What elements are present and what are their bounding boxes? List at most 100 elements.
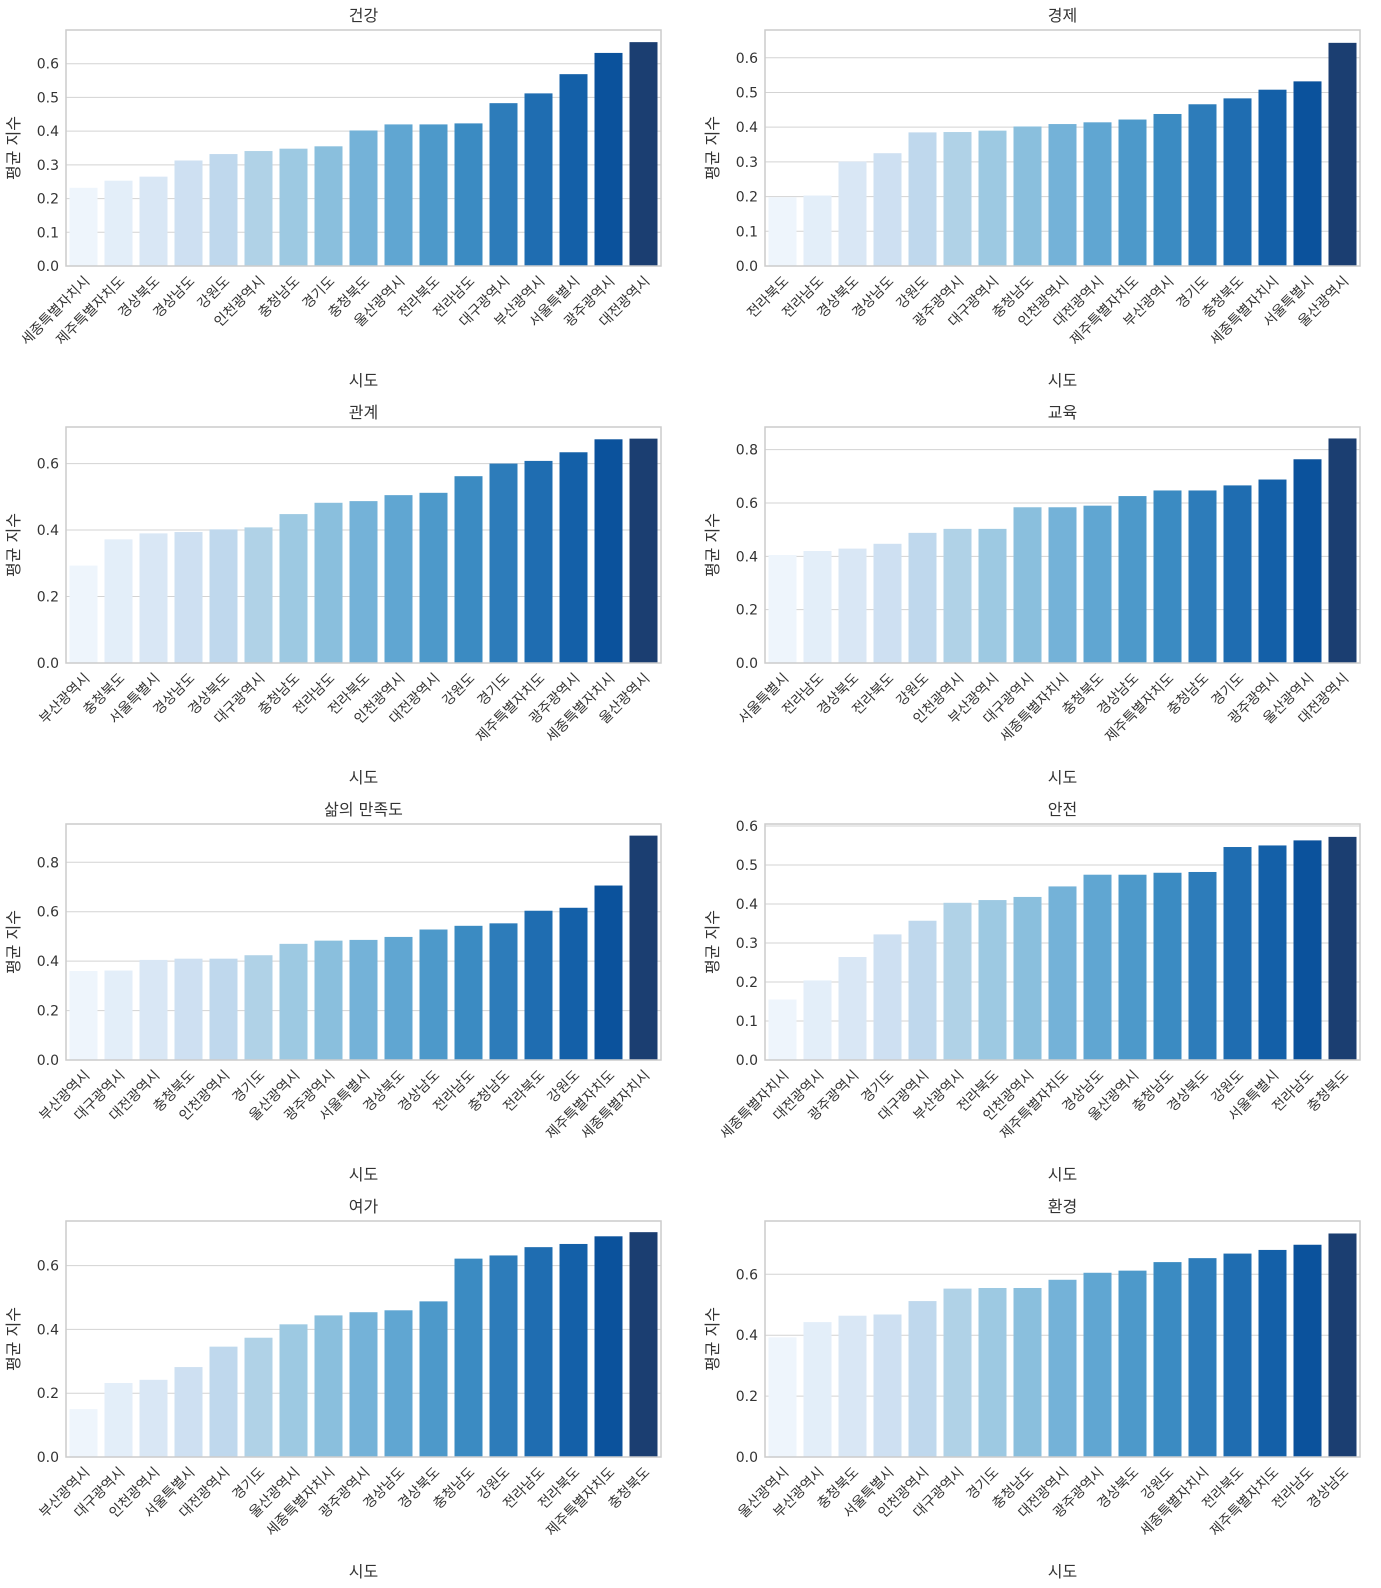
bar-광주광역시 bbox=[559, 452, 588, 663]
bar-광주광역시 bbox=[943, 132, 972, 266]
y-axis-label: 평균 지수 bbox=[703, 1307, 722, 1371]
plot-frame bbox=[65, 1220, 662, 1458]
bar-세종특별자치시 bbox=[629, 835, 658, 1060]
chart-panel-4: 0.00.20.40.60.8부산광역시대구광역시대전광역시충청북도인천광역시경… bbox=[4, 800, 662, 1184]
y-tick-label: 0.0 bbox=[736, 656, 758, 672]
y-axis-label: 평균 지수 bbox=[703, 513, 722, 577]
chart-title: 여가 bbox=[349, 1197, 379, 1216]
bar-전라북도 bbox=[1223, 1253, 1252, 1457]
plot-frame bbox=[65, 823, 662, 1061]
bar-충청남도 bbox=[1153, 872, 1182, 1060]
y-tick-label: 0.4 bbox=[736, 549, 758, 565]
bar-경상남도 bbox=[384, 1310, 413, 1457]
bar-전라북도 bbox=[524, 910, 553, 1060]
bar-인천광역시 bbox=[384, 495, 413, 663]
x-tick-label: 강원도 bbox=[440, 670, 479, 709]
y-tick-label: 0.6 bbox=[37, 457, 59, 473]
plot-frame bbox=[764, 1220, 1361, 1458]
bar-충청남도 bbox=[1013, 1287, 1042, 1457]
bar-세종특별자치시 bbox=[314, 1315, 343, 1457]
bar-전라북도 bbox=[419, 124, 448, 267]
bar-대구광역시 bbox=[104, 970, 133, 1060]
plot-frame bbox=[65, 29, 662, 267]
plot-frame bbox=[764, 426, 1361, 664]
y-tick-label: 0.8 bbox=[736, 443, 758, 459]
y-tick-label: 0.1 bbox=[37, 225, 59, 241]
chart-panel-0: 0.00.10.20.30.40.50.6세종특별자치시제주특별자치도경상북도경… bbox=[4, 6, 662, 390]
bar-서울특별시 bbox=[139, 533, 168, 663]
x-axis-label: 시도 bbox=[349, 1165, 378, 1184]
bar-대구광역시 bbox=[908, 920, 937, 1060]
chart-title: 안전 bbox=[1048, 800, 1077, 819]
bar-인천광역시 bbox=[209, 958, 238, 1060]
bar-충청북도 bbox=[1328, 836, 1357, 1060]
bar-전라남도 bbox=[524, 1247, 553, 1457]
chart-panel-5: 0.00.10.20.30.40.50.6세종특별자치시대전광역시광주광역시경기… bbox=[703, 800, 1361, 1184]
bar-부산광역시 bbox=[524, 93, 553, 266]
bar-제주특별자치도 bbox=[594, 885, 623, 1060]
bar-인천광역시 bbox=[943, 528, 972, 663]
bar-대구광역시 bbox=[978, 130, 1007, 266]
chart-title: 교육 bbox=[1048, 403, 1077, 422]
bar-광주광역시 bbox=[1083, 1272, 1112, 1457]
bar-인천광역시 bbox=[1013, 896, 1042, 1060]
bar-제주특별자치도 bbox=[594, 1236, 623, 1457]
bar-경기도 bbox=[489, 463, 518, 663]
y-tick-label: 0.5 bbox=[736, 858, 758, 874]
y-axis-label: 평균 지수 bbox=[4, 1307, 23, 1371]
bar-대구광역시 bbox=[489, 103, 518, 266]
bar-인천광역시 bbox=[244, 151, 273, 266]
y-tick-label: 0.3 bbox=[37, 158, 59, 174]
bar-대구광역시 bbox=[244, 527, 273, 663]
y-tick-label: 0.6 bbox=[736, 819, 758, 835]
y-tick-label: 0.0 bbox=[37, 1450, 59, 1466]
y-tick-label: 0.6 bbox=[37, 905, 59, 921]
bar-경상북도 bbox=[209, 529, 238, 663]
bar-강원도 bbox=[489, 1255, 518, 1457]
bar-경상남도 bbox=[1083, 874, 1112, 1060]
bar-강원도 bbox=[908, 532, 937, 663]
bar-광주광역시 bbox=[1258, 479, 1287, 663]
x-axis-label: 시도 bbox=[1048, 1562, 1077, 1581]
bar-대구광역시 bbox=[104, 1383, 133, 1457]
x-axis-label: 시도 bbox=[349, 1562, 378, 1581]
chart-panel-7: 0.00.20.40.6울산광역시부산광역시충청북도서울특별시인천광역시대구광역… bbox=[703, 1197, 1361, 1581]
bar-부산광역시 bbox=[1153, 113, 1182, 266]
y-tick-label: 0.2 bbox=[37, 1004, 59, 1020]
y-tick-label: 0.4 bbox=[736, 897, 758, 913]
bar-강원도 bbox=[1153, 1262, 1182, 1457]
bar-전라남도 bbox=[803, 551, 832, 663]
bar-대전광역시 bbox=[803, 980, 832, 1060]
y-tick-label: 0.0 bbox=[37, 259, 59, 275]
bar-경상북도 bbox=[838, 548, 867, 663]
y-axis-label: 평균 지수 bbox=[4, 513, 23, 577]
bar-제주특별자치도 bbox=[1258, 1249, 1287, 1457]
chart-panel-3: 0.00.20.40.60.8서울특별시전라남도경상북도전라북도강원도인천광역시… bbox=[703, 403, 1361, 787]
bar-부산광역시 bbox=[69, 1409, 98, 1457]
y-tick-label: 0.1 bbox=[736, 1014, 758, 1030]
bar-대전광역시 bbox=[419, 492, 448, 663]
bar-세종특별자치시 bbox=[1048, 507, 1077, 663]
y-tick-label: 0.2 bbox=[736, 975, 758, 991]
bar-전라북도 bbox=[349, 501, 378, 663]
bar-경기도 bbox=[1188, 104, 1217, 266]
bar-경기도 bbox=[244, 1337, 273, 1457]
bar-부산광역시 bbox=[803, 1322, 832, 1457]
y-axis-label: 평균 지수 bbox=[703, 910, 722, 974]
bar-서울특별시 bbox=[174, 1367, 203, 1457]
y-tick-label: 0.6 bbox=[736, 1267, 758, 1283]
chart-panel-6: 0.00.20.40.6부산광역시대구광역시인천광역시서울특별시대전광역시경기도… bbox=[4, 1197, 662, 1581]
x-axis-label: 시도 bbox=[1048, 371, 1077, 390]
bar-울산광역시 bbox=[279, 943, 308, 1060]
bar-경상북도 bbox=[384, 936, 413, 1060]
bar-경상북도 bbox=[139, 176, 168, 266]
bar-경기도 bbox=[1223, 485, 1252, 663]
bar-제주특별자치도 bbox=[104, 180, 133, 266]
chart-title: 관계 bbox=[349, 403, 378, 422]
bar-서울특별시 bbox=[559, 74, 588, 266]
bar-서울특별시 bbox=[1293, 81, 1322, 266]
y-tick-label: 0.3 bbox=[736, 155, 758, 171]
bar-울산광역시 bbox=[279, 1324, 308, 1457]
y-tick-label: 0.0 bbox=[736, 1450, 758, 1466]
